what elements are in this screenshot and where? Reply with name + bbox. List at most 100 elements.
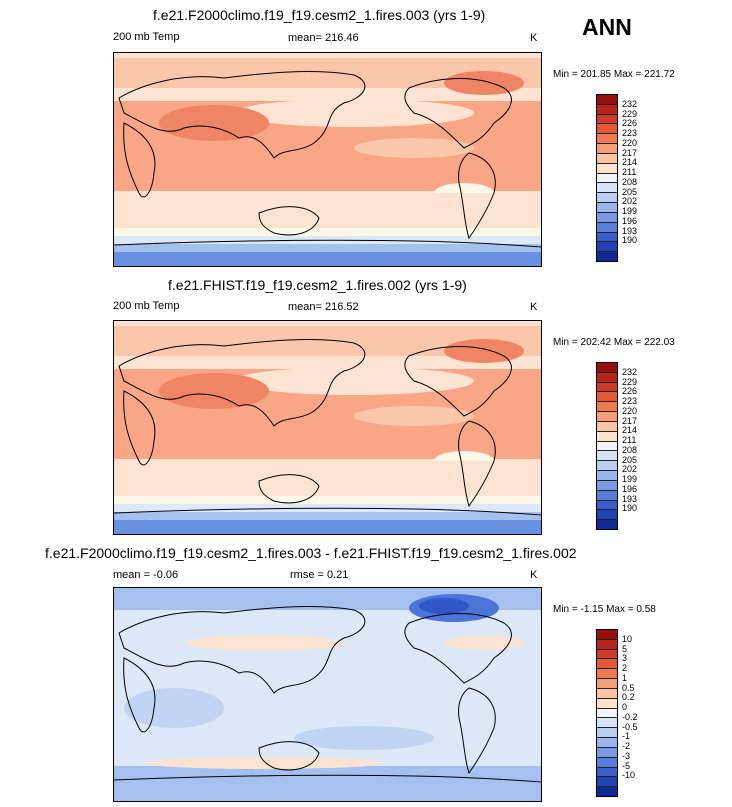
colorbar-swatch <box>597 252 617 262</box>
panel2-minmax: Min = 202.42 Max = 222.03 <box>553 337 675 348</box>
coastline <box>123 390 156 466</box>
field-patch <box>444 339 524 363</box>
colorbar-tick-label: -5 <box>622 760 631 771</box>
colorbar-swatch <box>597 520 617 530</box>
field-patch <box>144 757 384 769</box>
field-band-polar3 <box>114 252 541 266</box>
colorbar-swatch <box>597 114 617 125</box>
colorbar-tick-label: 223 <box>622 128 638 139</box>
panel3-rmse: rmse = 0.21 <box>290 569 349 581</box>
colorbar-tick-label: 0 <box>622 702 628 713</box>
coastline <box>114 507 541 516</box>
colorbar-swatch <box>597 510 617 521</box>
field-band-south2 <box>114 496 541 504</box>
colorbar-swatch <box>597 242 617 253</box>
colorbar-tick-label: 2 <box>622 663 628 674</box>
colorbar-tick-label: 226 <box>622 118 638 129</box>
colorbar-tick-label: 0.5 <box>622 682 635 693</box>
colorbar-swatch <box>597 718 617 729</box>
field-patch <box>159 373 269 409</box>
colorbar-swatch <box>597 480 617 491</box>
colorbar-swatch <box>597 144 617 154</box>
colorbar-swatch <box>597 738 617 748</box>
panel1-mean: mean= 216.46 <box>288 32 359 44</box>
colorbar-tick-label: 0.2 <box>622 692 635 703</box>
colorbar-swatch <box>597 372 617 383</box>
colorbar-tick-label: 229 <box>622 376 638 387</box>
colorbar-swatch <box>597 757 617 768</box>
colorbar-swatch <box>597 431 617 442</box>
colorbar-swatch <box>597 363 617 373</box>
colorbar-tick-label: 1 <box>622 672 628 683</box>
colorbar-swatch <box>597 104 617 115</box>
colorbar-tick-label: 208 <box>622 176 638 187</box>
colorbar-tick-label: 232 <box>622 98 638 109</box>
coastline <box>458 687 496 775</box>
field-patch <box>444 636 524 650</box>
colorbar-swatch <box>597 134 617 145</box>
panel2-units: K <box>530 301 538 313</box>
colorbar-swatch <box>597 649 617 660</box>
colorbar-swatch <box>597 777 617 788</box>
colorbar-swatch <box>597 382 617 393</box>
panel3-title: f.e21.F2000climo.f19_f19.cesm2_1.fires.0… <box>45 545 577 561</box>
colorbar-tick-label: 229 <box>622 108 638 119</box>
colorbar-tick-label: 217 <box>622 415 638 426</box>
colorbar-swatch <box>597 421 617 432</box>
colorbar-swatch <box>597 451 617 462</box>
panel3-minmax: Min = -1.15 Max = 0.58 <box>553 604 656 615</box>
panel2-map <box>113 320 542 535</box>
colorbar-swatch <box>597 688 617 699</box>
field-patch <box>184 635 344 651</box>
panel1-map <box>113 52 542 267</box>
colorbar-swatch <box>597 392 617 403</box>
colorbar-tick-label: 226 <box>622 386 638 397</box>
colorbar-swatch <box>597 490 617 501</box>
field-band-south <box>114 766 541 801</box>
colorbar-swatch <box>597 124 617 135</box>
colorbar-tick-label: 205 <box>622 186 638 197</box>
colorbar-tick-label: 205 <box>622 454 638 465</box>
panel1-field <box>114 53 541 266</box>
field-patch <box>234 99 474 127</box>
field-band-south <box>114 193 541 228</box>
coastline <box>404 78 512 149</box>
colorbar-tick-label: 193 <box>622 225 638 236</box>
panel2-colorbar <box>596 362 618 530</box>
colorbar-tick-label: 3 <box>622 653 628 664</box>
colorbar-swatch <box>597 163 617 174</box>
coastline <box>258 474 320 504</box>
colorbar-swatch <box>597 747 617 758</box>
colorbar-tick-label: 211 <box>622 435 637 446</box>
coastline <box>118 71 366 159</box>
colorbar-tick-label: 10 <box>622 633 633 644</box>
season-label: ANN <box>582 14 632 40</box>
colorbar-tick-label: 190 <box>622 503 638 514</box>
colorbar-tick-label: 217 <box>622 147 638 158</box>
colorbar-swatch <box>597 471 617 481</box>
panel2-field <box>114 321 541 534</box>
colorbar-tick-label: -1 <box>622 731 631 742</box>
field-patch <box>159 105 269 141</box>
field-patch <box>294 726 434 750</box>
panel3-mean: mean = -0.06 <box>113 569 179 581</box>
colorbar-tick-label: 202 <box>622 196 638 207</box>
coastline <box>458 152 496 240</box>
field-patch <box>354 138 474 158</box>
field-patch <box>419 598 469 614</box>
colorbar-tick-label: 196 <box>622 215 638 226</box>
colorbar-swatch <box>597 193 617 204</box>
field-patch <box>354 406 474 426</box>
colorbar-swatch <box>597 402 617 413</box>
panel3-field <box>114 588 541 801</box>
panel3-map <box>113 587 542 802</box>
field-band-south2 <box>114 228 541 236</box>
field-patch <box>124 688 224 728</box>
colorbar-swatch <box>597 441 617 452</box>
panel1-title: f.e21.F2000climo.f19_f19.cesm2_1.fires.0… <box>153 7 486 23</box>
colorbar-tick-label: 202 <box>622 464 638 475</box>
colorbar-swatch <box>597 698 617 709</box>
colorbar-swatch <box>597 232 617 243</box>
colorbar-tick-label: 232 <box>622 366 638 377</box>
colorbar-swatch <box>597 787 617 797</box>
